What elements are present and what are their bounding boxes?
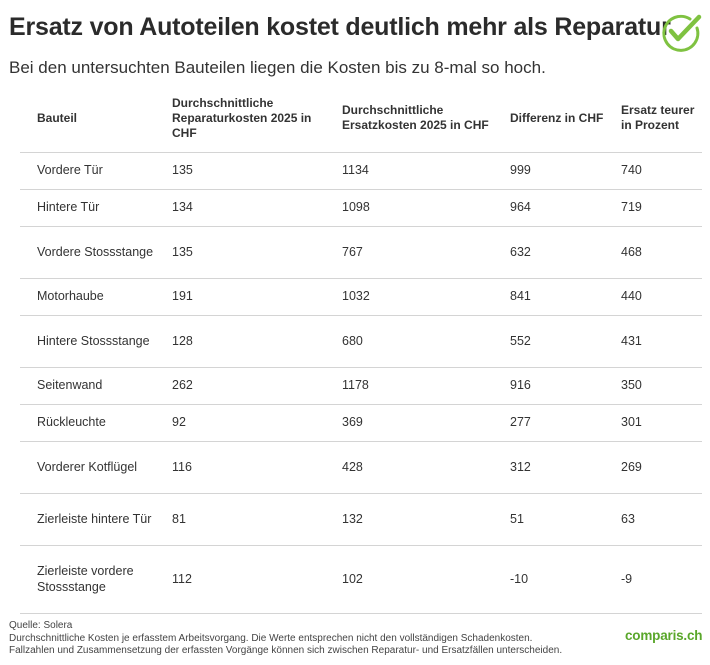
comparis-logo: comparis.ch <box>625 628 703 643</box>
cell-prozent: 740 <box>604 152 702 190</box>
cell-prozent: 269 <box>604 441 702 494</box>
cell-differenz: 841 <box>493 278 604 316</box>
cell-ersatz: 369 <box>325 404 493 442</box>
cell-differenz: 51 <box>493 493 604 546</box>
cost-table: Bauteil Durchschnittliche Reparaturkoste… <box>20 84 702 614</box>
source-note: Quelle: Solera Durchschnittliche Kosten … <box>9 620 609 658</box>
source-label: Quelle: Solera <box>9 620 73 631</box>
cell-prozent: 63 <box>604 493 702 546</box>
table-row: Zierleiste hintere Tür 81 132 51 63 <box>20 493 702 546</box>
cell-differenz: 277 <box>493 404 604 442</box>
page-title: Ersatz von Autoteilen kostet deutlich me… <box>9 13 671 41</box>
cell-differenz: -10 <box>493 545 604 614</box>
cell-reparatur: 262 <box>155 367 325 405</box>
cell-bauteil: Hintere Stossstange <box>20 315 155 368</box>
cell-bauteil: Hintere Tür <box>20 189 155 227</box>
cell-reparatur: 92 <box>155 404 325 442</box>
cell-bauteil: Motorhaube <box>20 278 155 316</box>
checkmark-circle-icon <box>662 14 702 52</box>
table-header-row: Bauteil Durchschnittliche Reparaturkoste… <box>20 84 702 153</box>
cell-differenz: 964 <box>493 189 604 227</box>
footnote-2: Fallzahlen und Zusammensetzung der erfas… <box>9 645 563 657</box>
cell-reparatur: 134 <box>155 189 325 227</box>
cell-prozent: 350 <box>604 367 702 405</box>
logo-text: comparis.ch <box>625 628 703 643</box>
table-row: Vordere Tür 135 1134 999 740 <box>20 152 702 190</box>
cell-reparatur: 135 <box>155 226 325 279</box>
cell-ersatz: 428 <box>325 441 493 494</box>
table-row: Hintere Tür 134 1098 964 719 <box>20 189 702 227</box>
cell-differenz: 999 <box>493 152 604 190</box>
table-row: Vordere Stossstange 135 767 632 468 <box>20 226 702 279</box>
cell-reparatur: 135 <box>155 152 325 190</box>
cell-bauteil: Zierleiste vordere Stossstange <box>20 545 155 614</box>
header-prozent: Ersatz teurer in Prozent <box>604 84 702 153</box>
header-reparaturkosten: Durchschnittliche Reparaturkosten 2025 i… <box>155 84 325 153</box>
header-bauteil: Bauteil <box>20 84 155 153</box>
cell-prozent: -9 <box>604 545 702 614</box>
cell-ersatz: 680 <box>325 315 493 368</box>
table-row: Motorhaube 191 1032 841 440 <box>20 278 702 316</box>
cell-prozent: 468 <box>604 226 702 279</box>
header-differenz: Differenz in CHF <box>493 84 604 153</box>
cell-prozent: 301 <box>604 404 702 442</box>
cell-ersatz: 1098 <box>325 189 493 227</box>
cell-prozent: 440 <box>604 278 702 316</box>
cell-prozent: 431 <box>604 315 702 368</box>
cell-differenz: 312 <box>493 441 604 494</box>
cell-differenz: 552 <box>493 315 604 368</box>
footnote-1: Durchschnittliche Kosten je erfasstem Ar… <box>9 632 533 644</box>
cell-reparatur: 81 <box>155 493 325 546</box>
cell-differenz: 632 <box>493 226 604 279</box>
table-row: Zierleiste vordere Stossstange 112 102 -… <box>20 545 702 614</box>
cell-ersatz: 1032 <box>325 278 493 316</box>
cell-reparatur: 116 <box>155 441 325 494</box>
cell-bauteil: Zierleiste hintere Tür <box>20 493 155 546</box>
cell-reparatur: 191 <box>155 278 325 316</box>
cell-ersatz: 767 <box>325 226 493 279</box>
cell-ersatz: 132 <box>325 493 493 546</box>
header-ersatzkosten: Durchschnittliche Ersatzkosten 2025 in C… <box>325 84 493 153</box>
table-row: Rückleuchte 92 369 277 301 <box>20 404 702 442</box>
cell-ersatz: 1178 <box>325 367 493 405</box>
page-subtitle: Bei den untersuchten Bauteilen liegen di… <box>9 58 546 77</box>
table-row: Hintere Stossstange 128 680 552 431 <box>20 315 702 368</box>
cell-reparatur: 128 <box>155 315 325 368</box>
cell-bauteil: Seitenwand <box>20 367 155 405</box>
cell-prozent: 719 <box>604 189 702 227</box>
cell-ersatz: 102 <box>325 545 493 614</box>
table-row: Vorderer Kotflügel 116 428 312 269 <box>20 441 702 494</box>
cell-bauteil: Vordere Tür <box>20 152 155 190</box>
cell-bauteil: Rückleuchte <box>20 404 155 442</box>
cell-differenz: 916 <box>493 367 604 405</box>
cell-reparatur: 112 <box>155 545 325 614</box>
cell-ersatz: 1134 <box>325 152 493 190</box>
cell-bauteil: Vorderer Kotflügel <box>20 441 155 494</box>
table-row: Seitenwand 262 1178 916 350 <box>20 367 702 405</box>
cell-bauteil: Vordere Stossstange <box>20 226 155 279</box>
